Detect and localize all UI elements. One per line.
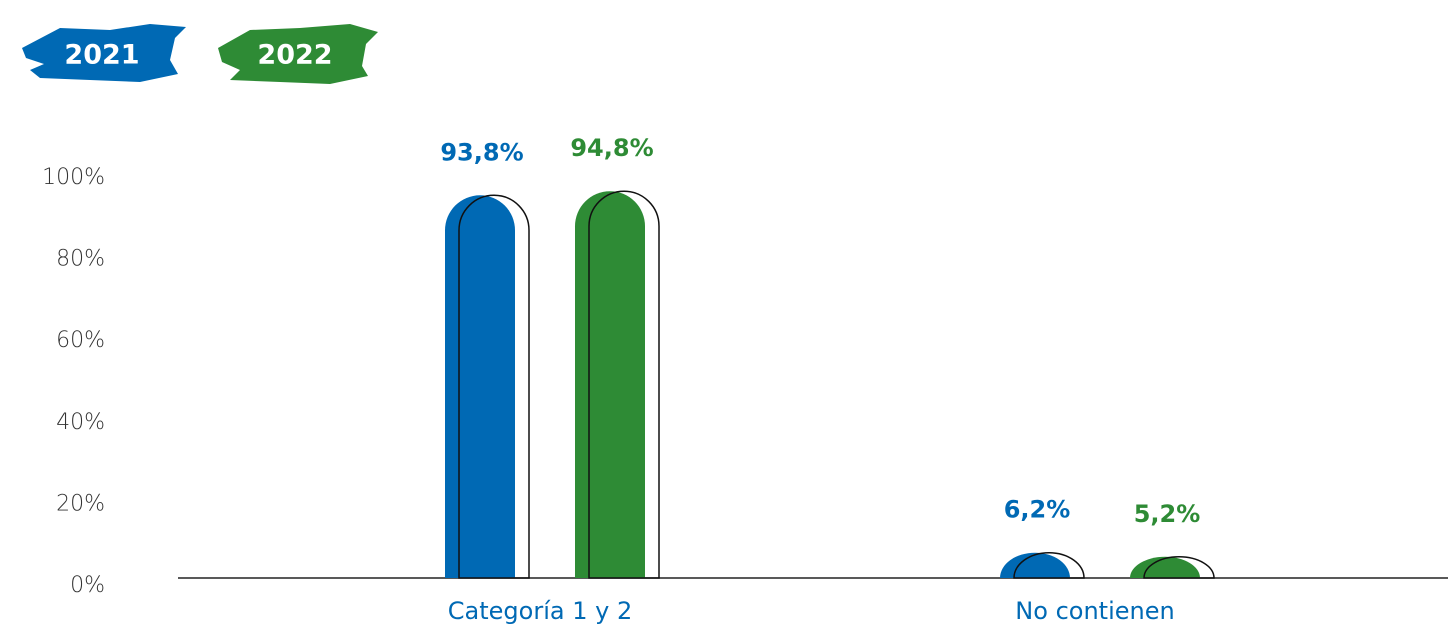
y-tick-label: 80% [56, 247, 105, 272]
legend-label: 2021 [64, 40, 139, 71]
value-label: 94,8% [570, 134, 653, 162]
bar [445, 195, 515, 578]
bar [1130, 556, 1200, 578]
y-tick-label: 0% [70, 573, 105, 598]
value-label: 6,2% [1004, 496, 1071, 524]
legend-label: 2022 [257, 40, 332, 71]
bar [575, 191, 645, 578]
x-tick-label: No contienen [1015, 597, 1174, 625]
value-label: 5,2% [1134, 500, 1201, 528]
bar-outline [1013, 552, 1085, 579]
legend-swatch [218, 24, 378, 84]
bar-outline [458, 194, 530, 579]
x-tick-label: Categoría 1 y 2 [448, 597, 632, 625]
value-label: 93,8% [440, 138, 523, 166]
y-tick-label: 60% [56, 328, 105, 353]
y-tick-label: 40% [56, 410, 105, 435]
legend-swatch [22, 24, 186, 82]
y-tick-label: 20% [56, 491, 105, 516]
bar [1000, 552, 1070, 578]
y-tick-label: 100% [42, 165, 105, 190]
bar-outline [588, 190, 660, 579]
bar-outline [1143, 556, 1215, 579]
